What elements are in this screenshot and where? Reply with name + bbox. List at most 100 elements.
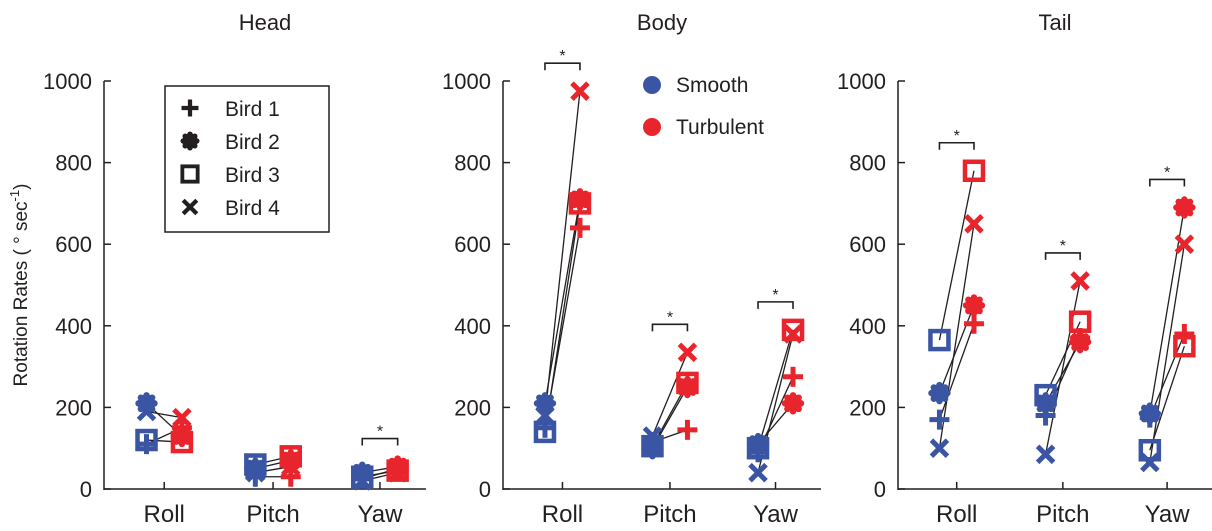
point-smooth-pitch-bird-3-box — [1034, 383, 1057, 407]
point-smooth-yaw-bird-4 — [352, 471, 373, 491]
bracket-line — [757, 301, 794, 309]
point-smooth-yaw-bird-2-lobe — [1146, 418, 1154, 425]
point-smooth-roll-bird-3 — [533, 420, 557, 444]
point-smooth-roll-bird-3-box — [135, 428, 158, 452]
panel-head: Head 0 200 400 600 800 1000 Roll Pitch Yaw * — [43, 10, 426, 528]
point-smooth-yaw-bird-2-lobe — [1152, 404, 1159, 412]
point-smooth-roll-bird-1 — [929, 409, 950, 430]
point-turbulent-pitch-bird-3-box — [676, 371, 699, 395]
legend-marker-bird-2-lobe — [182, 133, 188, 139]
point-turbulent-roll-bird-4-d2 — [964, 214, 984, 234]
connector-line — [938, 323, 975, 420]
legend-label-bird-3: Bird 3 — [225, 164, 280, 187]
point-turbulent-yaw-bird-3 — [386, 459, 409, 482]
point-smooth-roll-bird-2-lobe — [944, 389, 951, 397]
y-tick-label: 800 — [849, 151, 886, 176]
point-turbulent-pitch-bird-4-d2 — [1070, 271, 1090, 291]
point-turbulent-yaw-bird-2-lobe — [789, 408, 797, 415]
point-turbulent-pitch-bird-4 — [677, 342, 698, 363]
legend-label-bird-1: Bird 1 — [225, 98, 280, 121]
point-turbulent-pitch-bird-2-lobe — [684, 375, 691, 383]
point-turbulent-pitch-bird-2-lobe — [1076, 346, 1084, 354]
y-tick-label: 600 — [849, 232, 886, 257]
legend-marker-bird-2 — [180, 131, 200, 151]
y-tick-label: 0 — [479, 477, 491, 502]
x-tick-label-pitch: Pitch — [246, 501, 299, 528]
y-axis-label-close: ) — [11, 184, 32, 190]
point-smooth-pitch-bird-2-lobe — [252, 457, 259, 464]
y-tick-label: 0 — [80, 477, 92, 502]
legend-marker-bird-2-lobe — [192, 133, 198, 139]
legend-marker-bird-4 — [181, 198, 199, 216]
connector-line — [1149, 345, 1185, 451]
point-smooth-yaw-bird-3 — [746, 436, 770, 460]
point-smooth-yaw-bird-4 — [748, 462, 768, 483]
point-turbulent-pitch-bird-3 — [1068, 310, 1092, 333]
point-turbulent-yaw-bird-2-lobe — [1181, 196, 1188, 203]
bracket-line — [361, 437, 399, 446]
point-smooth-roll-bird-2-lobe — [941, 384, 949, 391]
point-smooth-roll-bird-2 — [928, 381, 951, 405]
point-turbulent-yaw-bird-2-lobe — [795, 405, 802, 413]
point-smooth-roll-bird-2-lobe — [941, 395, 949, 402]
point-smooth-yaw-bird-4-d2 — [1140, 452, 1160, 473]
point-turbulent-yaw-bird-3 — [781, 318, 805, 342]
legend-marker-bird-3 — [180, 164, 200, 184]
point-smooth-yaw-bird-2-lobe — [1154, 410, 1162, 417]
point-turbulent-roll-bird-3 — [962, 159, 986, 183]
connector-line — [651, 352, 689, 437]
point-turbulent-yaw-bird-2-lobe — [784, 405, 791, 413]
legend-dot-turbulent — [643, 118, 661, 136]
connector-line — [544, 199, 581, 404]
connector-line — [1149, 244, 1186, 463]
panel-tail: Tail 0 200 400 600 800 1000 Roll Pitch Yaw * * * — [837, 10, 1212, 528]
point-smooth-roll-bird-3 — [135, 428, 158, 452]
point-turbulent-roll-bird-2-lobe — [976, 307, 983, 315]
x-tick-label-pitch: Pitch — [1036, 501, 1089, 528]
point-smooth-yaw-bird-4 — [1140, 452, 1160, 473]
point-turbulent-roll-bird-3-box — [962, 159, 986, 183]
y-tick-label: 1000 — [837, 69, 886, 94]
point-smooth-roll-bird-3 — [928, 328, 951, 352]
legend-marker-bird-2-lobe — [194, 138, 200, 144]
legend-label-bird-4: Bird 4 — [225, 197, 280, 220]
significance-star: * — [377, 424, 383, 441]
point-turbulent-yaw-bird-4-d2 — [1174, 234, 1195, 254]
y-tick-label: 800 — [454, 151, 491, 176]
panel-title: Tail — [1038, 10, 1071, 35]
point-turbulent-yaw-bird-2-lobe — [1173, 204, 1180, 211]
point-turbulent-pitch-bird-2-lobe — [1071, 333, 1078, 340]
point-turbulent-pitch-bird-2-lobe — [1084, 338, 1092, 346]
point-turbulent-roll-bird-4-d2 — [570, 81, 590, 101]
point-smooth-yaw-bird-4-d2 — [748, 462, 768, 483]
point-turbulent-roll-bird-2-lobe — [965, 296, 972, 303]
point-turbulent-roll-bird-3 — [170, 430, 194, 454]
x-tick-label-roll: Roll — [936, 501, 977, 528]
panel-title: Body — [637, 10, 687, 35]
point-smooth-pitch-bird-2-lobe — [1042, 408, 1049, 415]
point-smooth-pitch-bird-4 — [245, 462, 266, 483]
point-turbulent-pitch-bird-1 — [677, 419, 698, 440]
legend-dot-smooth — [643, 76, 661, 94]
significance-star: * — [954, 128, 960, 145]
significance-bracket-pitch: * — [1044, 238, 1081, 260]
point-smooth-pitch-bird-4-d2 — [245, 462, 266, 483]
significance-bracket-roll: * — [544, 48, 581, 71]
point-smooth-yaw-bird-3 — [350, 465, 374, 489]
significance-star: * — [559, 48, 565, 65]
point-smooth-roll-bird-2-lobe — [148, 394, 156, 401]
bracket-line — [1044, 252, 1081, 260]
point-smooth-roll-bird-3-box — [928, 328, 951, 352]
point-turbulent-yaw-bird-2-lobe — [1181, 212, 1188, 219]
bracket-line — [651, 323, 689, 332]
connector-line — [146, 410, 183, 419]
point-smooth-roll-bird-2-lobe — [143, 392, 150, 399]
bracket-line — [938, 141, 975, 150]
point-smooth-yaw-bird-2-lobe — [1152, 415, 1159, 423]
point-smooth-roll-bird-2-lobe — [547, 394, 554, 401]
point-turbulent-pitch-bird-4-d2 — [280, 456, 301, 477]
point-smooth-roll-bird-2-lobe — [536, 394, 543, 401]
point-turbulent-roll-bird-2-lobe — [178, 440, 186, 448]
